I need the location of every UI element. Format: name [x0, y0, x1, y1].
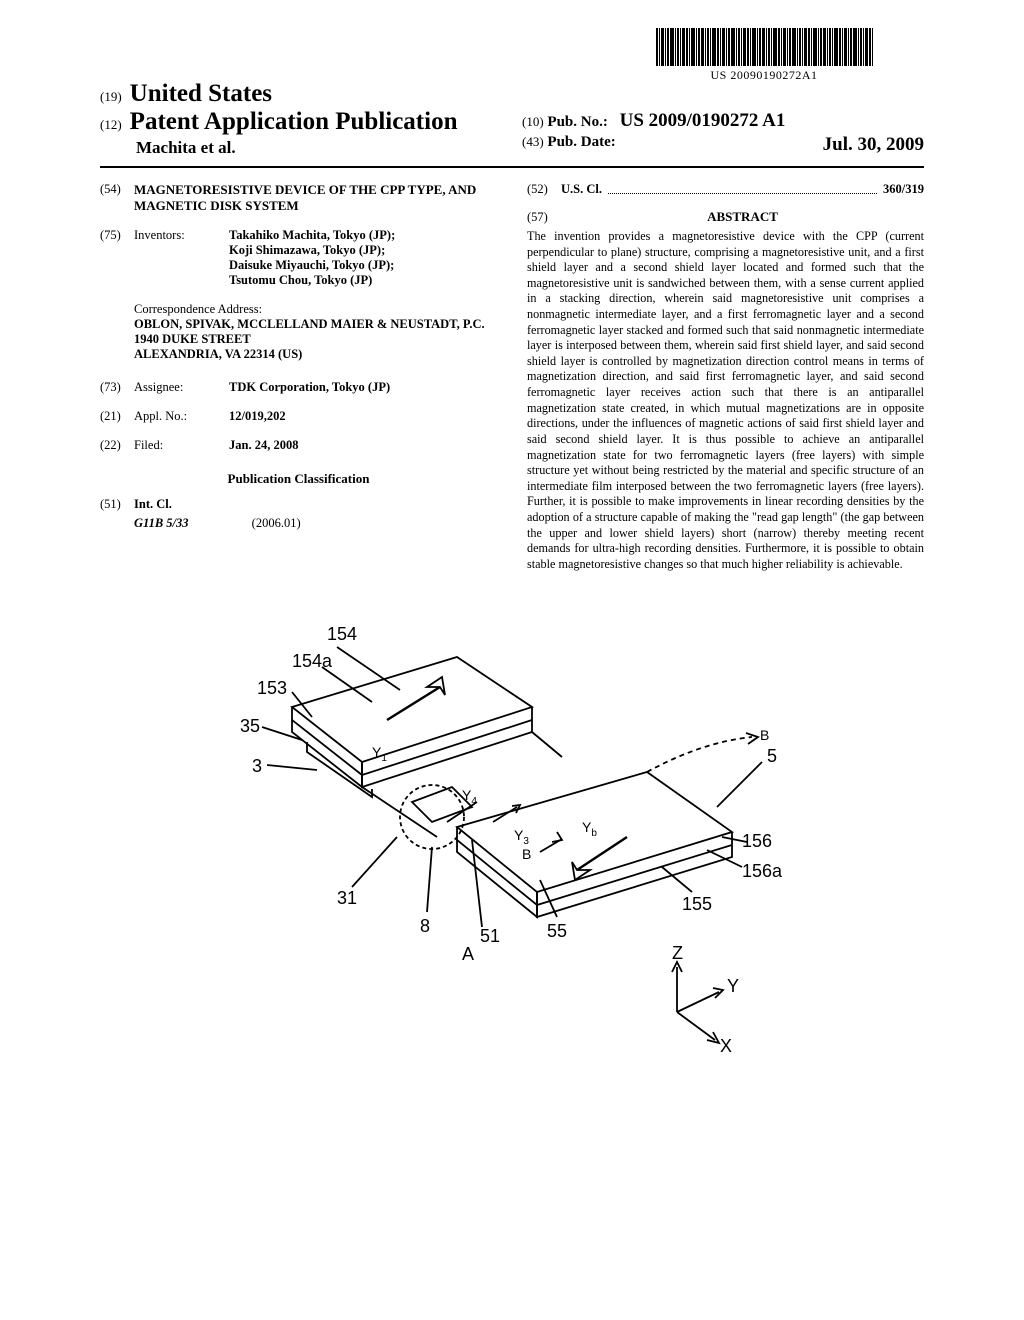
fig-label-35: 35 — [240, 716, 260, 736]
fig-label-51: 51 — [480, 926, 500, 946]
uscl-label: U.S. Cl. — [561, 182, 602, 197]
pub-date-label: Pub. Date: — [547, 134, 615, 150]
filed-num: (22) — [100, 438, 134, 453]
axis-x: X — [720, 1036, 732, 1056]
barcode-section: US 20090190272A1 — [604, 28, 924, 83]
assignee-num: (73) — [100, 380, 134, 395]
inventors-num: (75) — [100, 228, 134, 243]
axis-y: Y — [727, 976, 739, 996]
fig-yb: Yb — [582, 819, 597, 839]
uscl-val: 360/319 — [883, 182, 924, 197]
dotted-leader — [608, 193, 877, 194]
inventor-3: Daisuke Miyauchi, Tokyo (JP); — [229, 258, 394, 272]
figure: 154 154a 153 35 3 31 8 A 51 55 155 156 1… — [100, 592, 924, 1097]
fig-label-55: 55 — [547, 921, 567, 941]
abstract-label: ABSTRACT — [561, 209, 924, 225]
fig-label-3: 3 — [252, 756, 262, 776]
pub-no: US 2009/0190272 A1 — [620, 110, 786, 131]
intcl-label: Int. Cl. — [134, 497, 172, 512]
fig-label-156: 156 — [742, 831, 772, 851]
right-column: (52) U.S. Cl. 360/319 (57) ABSTRACT The … — [527, 182, 924, 572]
divider — [100, 166, 924, 168]
fig-label-156a: 156a — [742, 861, 783, 881]
inventor-2: Koji Shimazawa, Tokyo (JP); — [229, 243, 385, 257]
pub-no-num: (10) — [522, 114, 544, 130]
pub-date: Jul. 30, 2009 — [823, 134, 924, 156]
country: United States — [130, 80, 272, 107]
pub-no-label: Pub. No.: — [547, 114, 607, 130]
pub-type: Patent Application Publication — [130, 108, 458, 135]
appl-label: Appl. No.: — [134, 409, 229, 424]
appl-val: 12/019,202 — [229, 409, 286, 423]
fig-label-A: A — [462, 944, 474, 964]
fig-label-154: 154 — [327, 624, 357, 644]
patent-title: MAGNETORESISTIVE DEVICE OF THE CPP TYPE,… — [134, 182, 497, 214]
barcode-graphic — [604, 28, 924, 66]
barcode-text: US 20090190272A1 — [604, 68, 924, 83]
corr-line-2: 1940 DUKE STREET — [134, 332, 497, 347]
left-column: (54) MAGNETORESISTIVE DEVICE OF THE CPP … — [100, 182, 497, 572]
fig-y1: Y1 — [372, 744, 387, 764]
content-columns: (54) MAGNETORESISTIVE DEVICE OF THE CPP … — [100, 182, 924, 572]
intcl-num: (51) — [100, 497, 134, 512]
fig-label-154a: 154a — [292, 651, 333, 671]
pub-type-num: (12) — [100, 117, 122, 133]
pub-date-num: (43) — [522, 134, 544, 150]
authors: Machita et al. — [136, 138, 502, 158]
fig-label-B2: B — [522, 846, 531, 862]
patent-figure-svg: 154 154a 153 35 3 31 8 A 51 55 155 156 1… — [162, 592, 862, 1092]
inventor-1: Takahiko Machita, Tokyo (JP); — [229, 228, 395, 242]
abstract-text: The invention provides a magnetoresistiv… — [527, 229, 924, 572]
country-num: (19) — [100, 89, 122, 105]
corr-line-3: ALEXANDRIA, VA 22314 (US) — [134, 347, 497, 362]
abstract-num: (57) — [527, 210, 561, 225]
fig-label-8: 8 — [420, 916, 430, 936]
intcl-date: (2006.01) — [252, 516, 301, 530]
fig-label-Bdash: B — [760, 727, 769, 743]
inventors-label: Inventors: — [134, 228, 229, 243]
filed-label: Filed: — [134, 438, 229, 453]
title-num: (54) — [100, 182, 134, 197]
inventor-4: Tsutomu Chou, Tokyo (JP) — [229, 273, 372, 287]
assignee-label: Assignee: — [134, 380, 229, 395]
corr-label: Correspondence Address: — [134, 302, 497, 317]
correspondence-address: Correspondence Address: OBLON, SPIVAK, M… — [134, 302, 497, 362]
appl-num: (21) — [100, 409, 134, 424]
fig-label-5: 5 — [767, 746, 777, 766]
intcl-code: G11B 5/33 — [134, 516, 189, 530]
fig-label-155: 155 — [682, 894, 712, 914]
corr-line-1: OBLON, SPIVAK, MCCLELLAND MAIER & NEUSTA… — [134, 317, 497, 332]
fig-label-31: 31 — [337, 888, 357, 908]
filed-val: Jan. 24, 2008 — [229, 438, 298, 452]
fig-label-153: 153 — [257, 678, 287, 698]
axis-z: Z — [672, 943, 683, 963]
header: (19) United States (12) Patent Applicati… — [100, 80, 924, 158]
assignee: TDK Corporation, Tokyo (JP) — [229, 380, 390, 394]
uscl-num: (52) — [527, 182, 561, 197]
pub-class-header: Publication Classification — [100, 471, 497, 487]
fig-y3: Y3 — [514, 827, 529, 847]
